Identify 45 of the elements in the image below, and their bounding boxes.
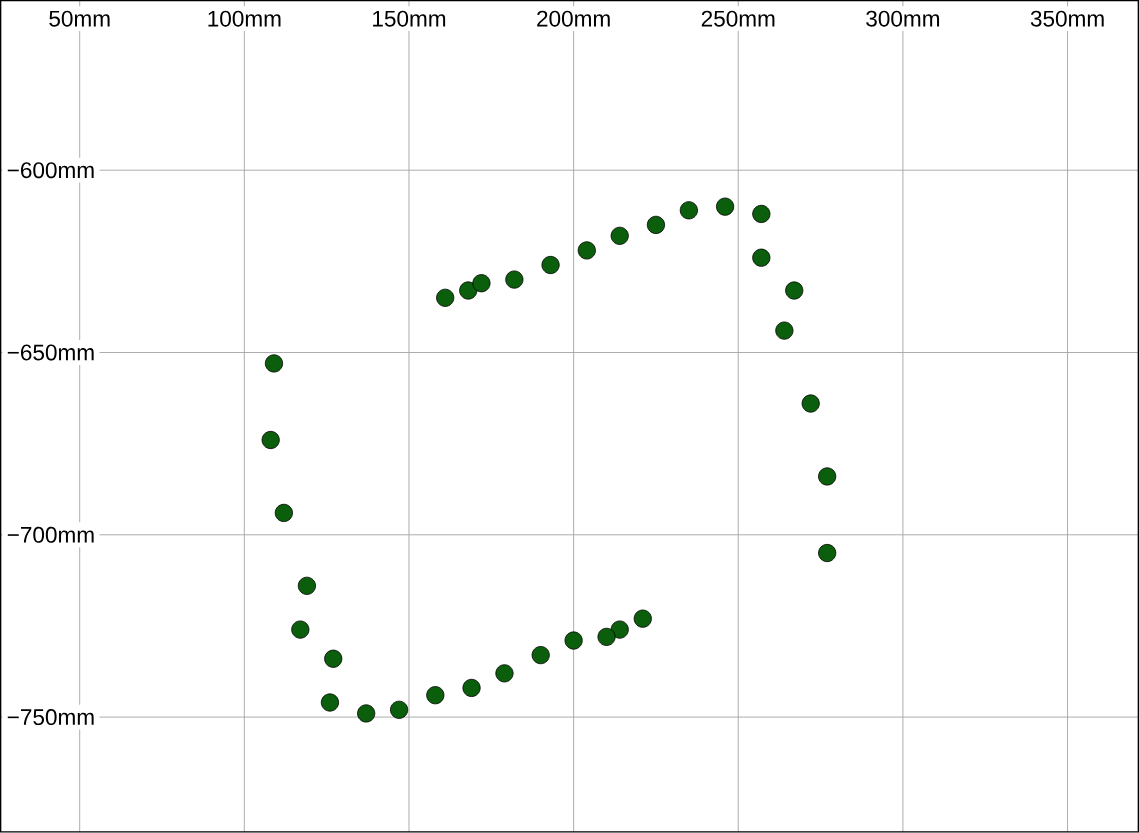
point — [610, 620, 629, 639]
x-tick-label: 100mm — [208, 10, 281, 27]
point — [752, 205, 771, 224]
point — [261, 431, 280, 450]
point — [291, 620, 310, 639]
point — [459, 281, 478, 300]
x-tick-label: 350mm — [1030, 10, 1104, 27]
point — [610, 226, 629, 246]
point — [357, 704, 376, 723]
x-tick-label: 250mm — [701, 10, 775, 27]
point — [679, 201, 698, 220]
point — [564, 631, 583, 650]
point — [531, 646, 550, 665]
point — [324, 649, 343, 669]
x-tick-label: 300mm — [866, 10, 940, 27]
point — [818, 467, 837, 486]
point — [274, 504, 293, 523]
x-tick-label: 50mm — [49, 10, 110, 27]
point — [752, 248, 771, 267]
y-tick-label: −750mm — [7, 709, 94, 726]
point — [716, 197, 735, 216]
point — [775, 321, 794, 340]
x-tick-label: 200mm — [537, 10, 610, 27]
point — [436, 288, 455, 308]
y-tick-label: −600mm — [7, 162, 94, 179]
point — [785, 281, 804, 300]
x-tick-label: 150mm — [373, 10, 446, 27]
point — [577, 241, 596, 260]
point — [505, 270, 524, 289]
point — [541, 256, 560, 275]
point — [597, 628, 616, 647]
point — [426, 686, 445, 705]
point — [462, 679, 481, 698]
point — [495, 664, 514, 683]
point — [264, 354, 284, 373]
point — [633, 609, 652, 628]
y-tick-label: −700mm — [7, 527, 94, 543]
point — [646, 216, 665, 235]
point — [472, 274, 491, 293]
point — [297, 576, 316, 596]
point — [390, 700, 409, 720]
point — [818, 544, 837, 563]
point — [801, 394, 820, 413]
point — [320, 693, 340, 712]
y-tick-label: −650mm — [7, 344, 94, 361]
